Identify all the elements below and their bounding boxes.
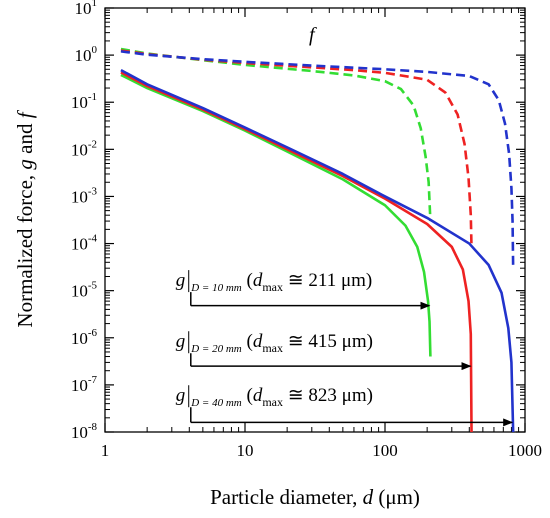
series-line-f-40: [120, 50, 515, 269]
y-tick-exponent: -3: [88, 185, 98, 197]
annotation-open-paren: (: [242, 385, 253, 406]
f-curve-label: f: [309, 24, 317, 46]
y-tick-exponent: -2: [88, 138, 97, 150]
y-tick-label: 101: [75, 0, 98, 18]
y-axis-title: Normalized force, g and f: [13, 109, 37, 327]
y-tick-label: 10-8: [71, 421, 98, 442]
annotation-layer: fg D = 10 mm (dmax ≅ 211 μm)g D = 20 mm (d…: [176, 24, 514, 427]
y-tick-label: 10-2: [71, 138, 97, 159]
y-tick-base: 10: [71, 140, 88, 159]
x-tick-label: 10: [237, 441, 254, 460]
x-title-unit: (μm): [373, 485, 420, 509]
y-tick-label: 10-1: [71, 91, 97, 112]
y-tick-label: 10-6: [71, 327, 98, 348]
annotation-value: ≅ 211 μm): [283, 270, 372, 291]
annotation-open-paren: (: [242, 331, 253, 352]
annotation-g: g: [176, 385, 186, 406]
x-title-var: d: [363, 485, 374, 509]
annotation-d: d: [253, 331, 263, 352]
y-tick-base: 10: [71, 93, 88, 112]
y-tick-label: 10-7: [71, 374, 98, 395]
y-title-prefix: Normalized force,: [13, 170, 37, 328]
y-tick-base: 10: [71, 423, 88, 442]
y-tick-exponent: -8: [88, 421, 98, 433]
annotation-subscript: D = 40 mm: [190, 397, 242, 409]
y-tick-exponent: -7: [88, 374, 98, 386]
y-tick-base: 10: [71, 329, 88, 348]
annotation-d: d: [253, 385, 263, 406]
series-line-f-10: [120, 47, 432, 222]
annotation-open-paren: (: [242, 270, 253, 291]
x-tick-label: 1000: [508, 441, 542, 460]
annotation-g10: g D = 10 mm (dmax ≅ 211 μm): [176, 270, 373, 294]
y-tick-base: 10: [71, 282, 88, 301]
series-layer: [120, 47, 515, 433]
ticks-layer: 1 10 100 100010110010-110-210-310-410-510-6…: [71, 0, 542, 460]
series-line-g-40: [120, 68, 515, 433]
y-tick-exponent: -4: [88, 233, 98, 245]
annotation-g: g: [176, 270, 186, 291]
y-title-var-g: g: [13, 159, 37, 170]
y-tick-base: 10: [75, 0, 92, 18]
annotation-value: ≅ 415 μm): [283, 331, 373, 352]
y-tick-exponent: 0: [92, 44, 98, 56]
y-tick-exponent: 1: [92, 0, 98, 9]
annotation-dmax-subscript: max: [262, 341, 283, 355]
annotation-d: d: [253, 270, 263, 291]
y-title-and: and: [13, 118, 37, 159]
y-tick-base: 10: [71, 235, 88, 254]
y-tick-exponent: -5: [88, 280, 98, 292]
y-tick-exponent: -1: [88, 91, 97, 103]
annotation-subscript: D = 20 mm: [190, 343, 242, 355]
x-tick-label: 1: [101, 441, 110, 460]
y-tick-label: 10-4: [71, 233, 98, 254]
annotation-g: g: [176, 331, 186, 352]
annotation-dmax-subscript: max: [262, 395, 283, 409]
x-axis-title: Particle diameter, d (μm): [210, 485, 420, 509]
x-tick-label: 100: [372, 441, 398, 460]
series-line-g-10: [120, 73, 432, 357]
y-tick-label: 10-5: [71, 280, 98, 301]
y-tick-label: 100: [75, 44, 98, 65]
plot-frame: [104, 7, 526, 433]
y-tick-base: 10: [71, 187, 88, 206]
annotation-g20: g D = 20 mm (dmax ≅ 415 μm): [176, 331, 373, 355]
annotation-value: ≅ 823 μm): [283, 385, 373, 406]
y-tick-base: 10: [75, 46, 92, 65]
annotation-subscript: D = 10 mm: [190, 282, 242, 294]
y-tick-exponent: -6: [88, 327, 98, 339]
annotation-g40: g D = 40 mm (dmax ≅ 823 μm): [176, 385, 373, 409]
y-tick-label: 10-3: [71, 185, 98, 206]
annotation-dmax-subscript: max: [262, 280, 283, 294]
y-title-var-f: f: [13, 109, 37, 118]
x-title-prefix: Particle diameter,: [210, 485, 363, 509]
y-tick-base: 10: [71, 376, 88, 395]
